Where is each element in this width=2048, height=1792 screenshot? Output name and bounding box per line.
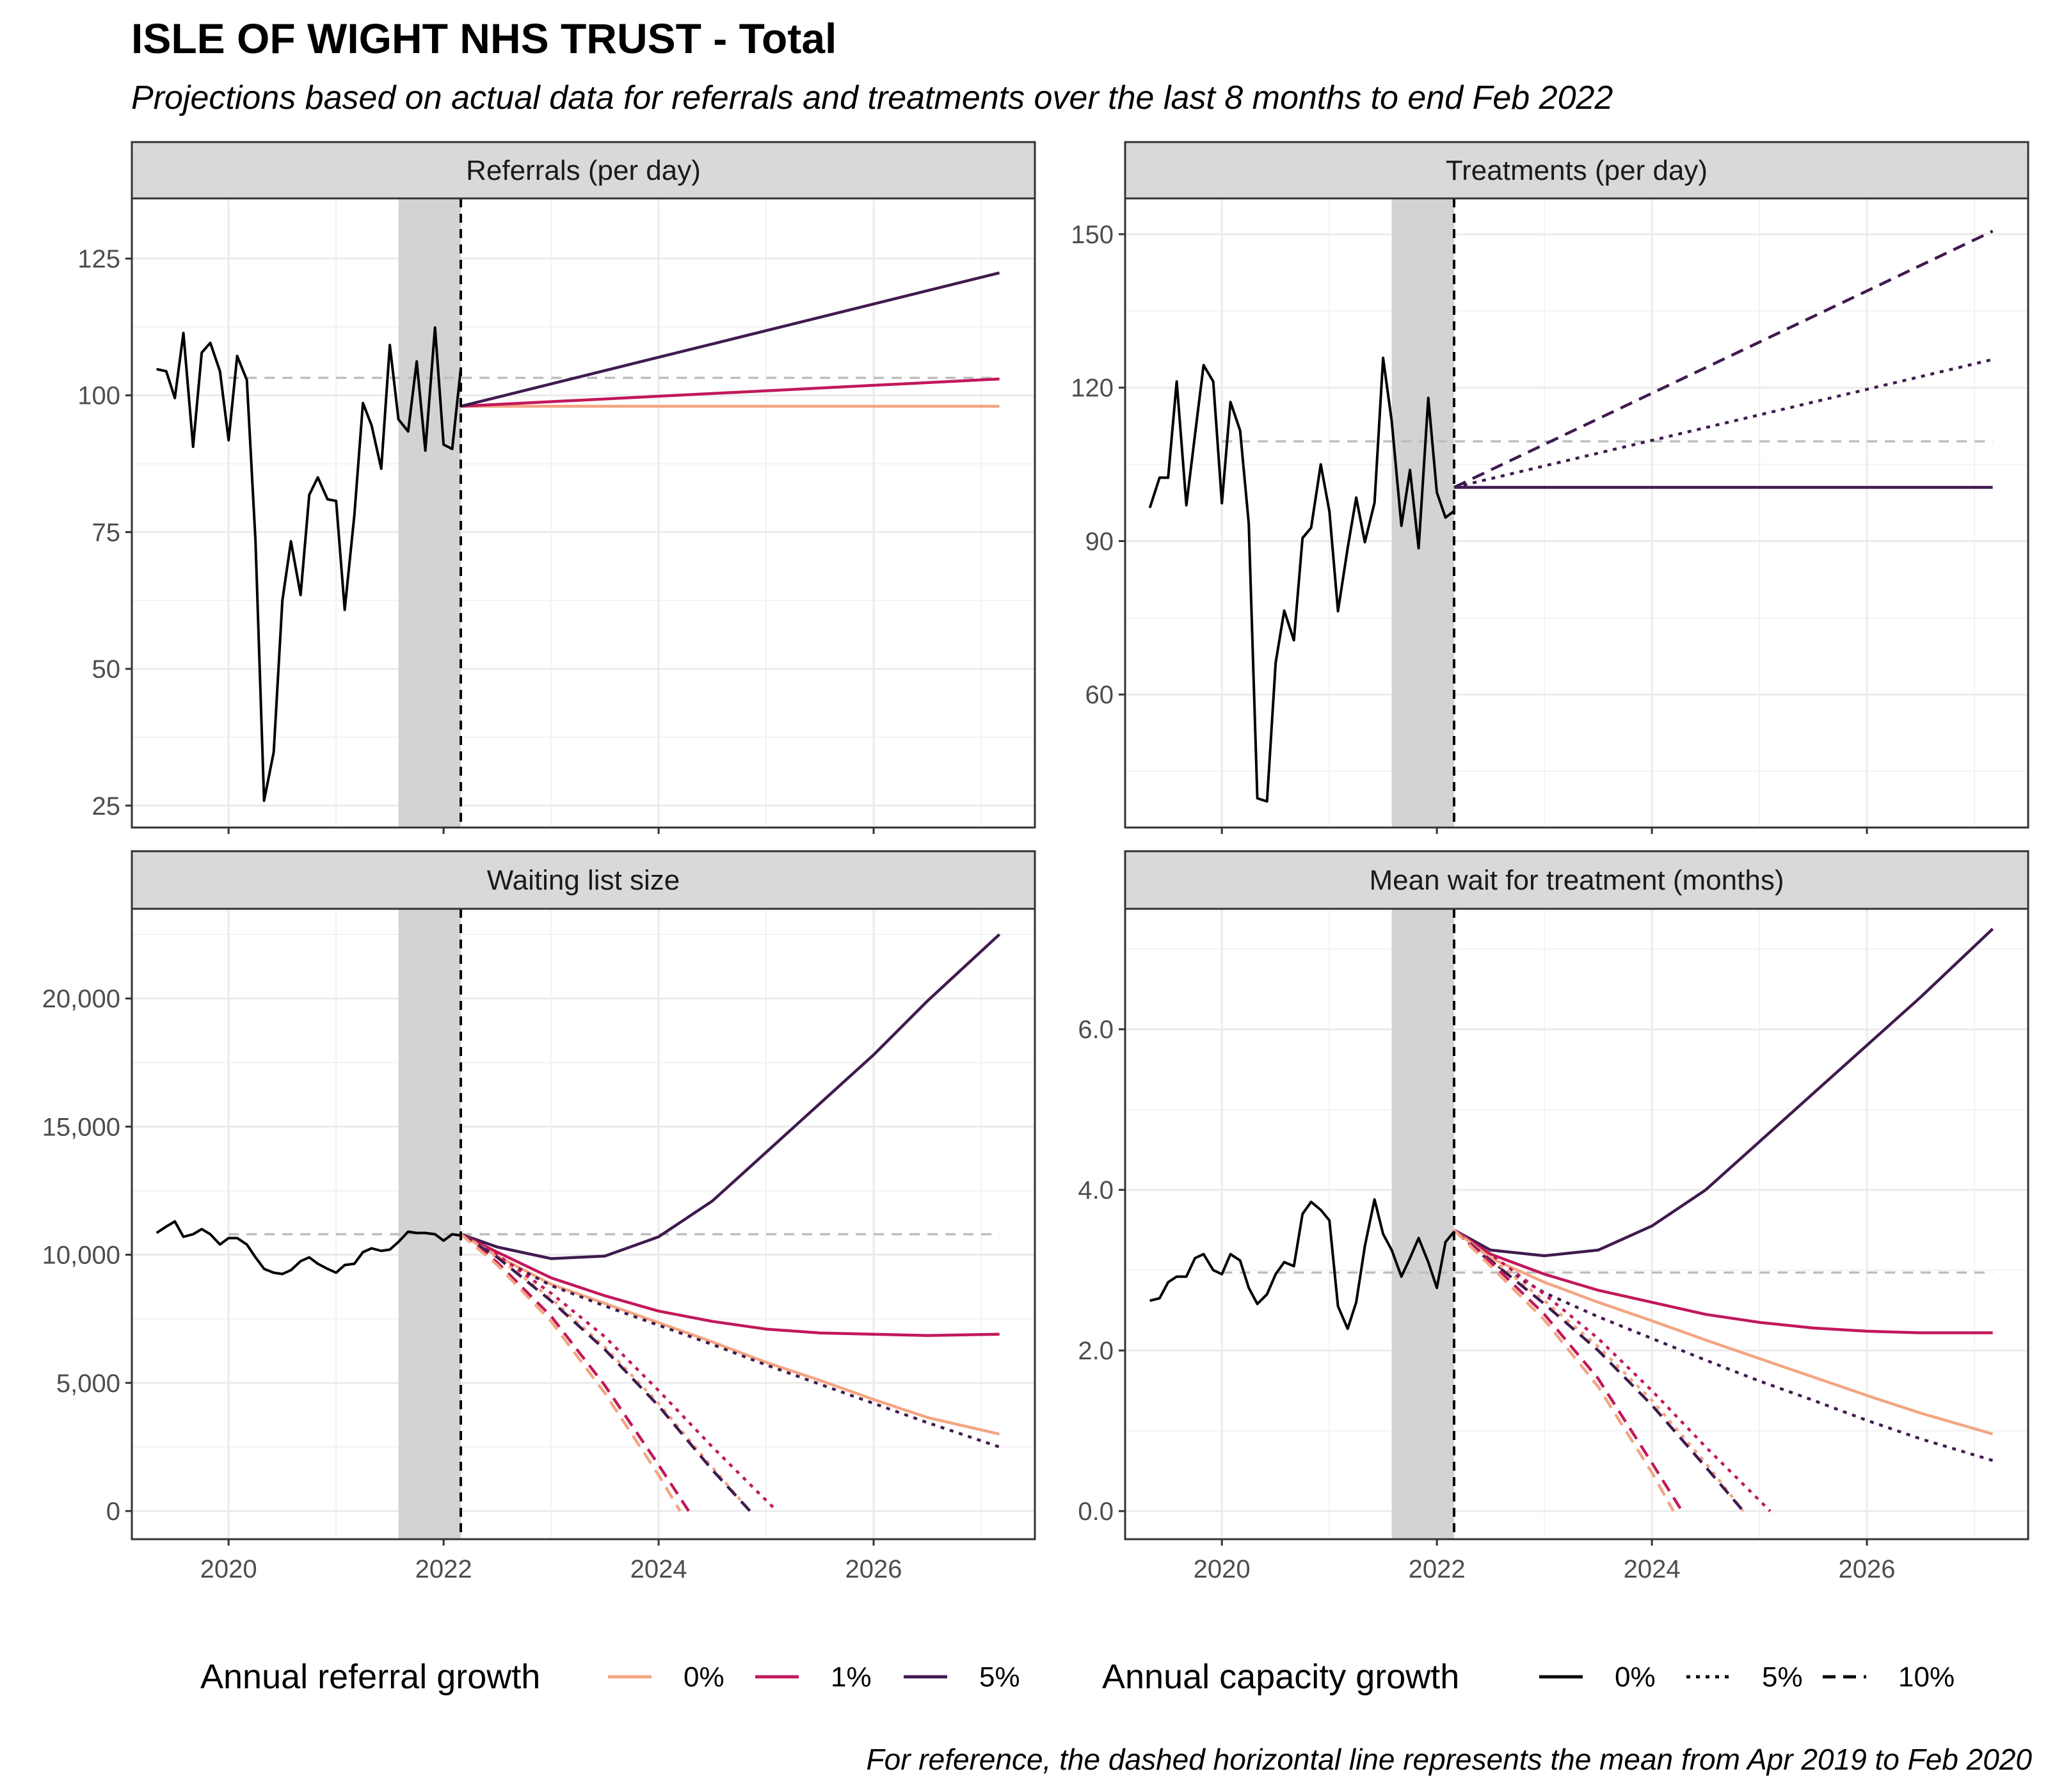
x-tick-label: 2026 (845, 1555, 902, 1583)
projection-line-ref-1pct-cap-0pct (460, 1233, 1000, 1337)
y-tick-label: 100 (77, 382, 120, 410)
projection-line-ref-0pct-cap-0pct (460, 1233, 1000, 1436)
y-tick-label: 20,000 (42, 985, 120, 1013)
plot-background (1125, 909, 2028, 1539)
actual-line (156, 326, 462, 803)
y-tick-label: 2.0 (1078, 1337, 1114, 1365)
projection-line-ref-5pct-cap-0pct (460, 271, 1000, 408)
actual-line (1149, 1198, 1455, 1331)
y-tick-label: 5,000 (56, 1370, 120, 1398)
projection-line-ref-5pct-cap-10pct (460, 1233, 751, 1512)
strip-background (131, 850, 1036, 910)
panels: Referrals (per day) 25 50 75 100 125 Treatment… (42, 141, 2029, 1583)
projection-line-ref-5pct-cap-0pct (1453, 927, 1994, 1258)
x-tick-label: 2022 (415, 1555, 472, 1583)
y-tick-label: 150 (1071, 221, 1114, 249)
y-tick-label: 25 (92, 792, 121, 820)
projection-line-ref-5pct-cap-5pct (1453, 358, 1994, 489)
y-tick-label: 60 (1085, 681, 1114, 709)
panel-strip-label: Mean wait for treatment (months) (1369, 865, 1784, 896)
x-tick-label: 2024 (1624, 1555, 1681, 1583)
legend-title-capacity-growth: Annual capacity growth (1102, 1658, 1459, 1696)
projection-line-ref-5pct-cap-0pct (460, 933, 1001, 1260)
y-tick-label: 75 (92, 518, 121, 547)
x-tick-label: 2020 (1194, 1555, 1251, 1583)
projection-line-ref-0pct-cap-5pct (460, 1233, 751, 1512)
legend: Annual referral growth 0% 1% 5% Annual capac… (200, 1658, 1955, 1696)
legend-label-capacity-5pct: 5% (1762, 1661, 1803, 1693)
chart-caption: For reference, the dashed horizontal lin… (867, 1743, 2033, 1776)
panel-treatments: Treatments (per day) 60 90 120 150 (1071, 141, 2029, 834)
projection-line-ref-1pct-cap-0pct (1453, 1229, 1993, 1334)
panel-referrals: Referrals (per day) 25 50 75 100 125 (77, 141, 1036, 834)
actual-line (1148, 356, 1455, 803)
shaded-period (398, 198, 461, 828)
actual-line (156, 1220, 461, 1276)
y-tick-label: 125 (77, 245, 120, 273)
y-tick-label: 90 (1085, 527, 1114, 556)
y-tick-label: 10,000 (42, 1242, 120, 1270)
projection-line-ref-1pct-cap-5pct (460, 1233, 778, 1512)
legend-label-capacity-10pct: 10% (1898, 1661, 1955, 1693)
panel-strip-label: Referrals (per day) (466, 155, 701, 186)
legend-label-capacity-0pct: 0% (1615, 1661, 1656, 1693)
y-tick-label: 0.0 (1078, 1498, 1114, 1526)
x-tick-label: 2022 (1409, 1555, 1466, 1583)
projection-line-ref-0pct-cap-10pct (460, 1233, 682, 1512)
y-tick-label: 4.0 (1078, 1176, 1114, 1204)
shaded-period (398, 909, 461, 1539)
strip-background (131, 141, 1036, 200)
legend-title-referral-growth: Annual referral growth (200, 1658, 540, 1696)
legend-label-referral-5pct: 5% (979, 1661, 1020, 1693)
panel-waiting-list: Waiting list size 0 5,000 10,000 15,000 20,00… (42, 850, 1036, 1583)
strip-background (1124, 141, 2029, 200)
plot-background (132, 909, 1035, 1539)
panel-strip-label: Waiting list size (487, 865, 680, 896)
y-tick-label: 120 (1071, 374, 1114, 403)
y-tick-label: 6.0 (1078, 1016, 1114, 1044)
projection-line-ref-1pct-cap-10pct (460, 1233, 690, 1512)
plot-background (1125, 198, 2028, 828)
projection-line-ref-1pct-cap-0pct (460, 377, 1000, 408)
projection-line-ref-0pct-cap-10pct (1453, 1229, 1675, 1512)
projection-line-ref-0pct-cap-5pct (1453, 1229, 1745, 1512)
y-tick-label: 50 (92, 655, 121, 684)
chart-subtitle: Projections based on actual data for ref… (131, 79, 1613, 116)
y-tick-label: 0 (106, 1498, 120, 1526)
strip-background (1124, 850, 2029, 910)
shaded-period (1391, 909, 1455, 1539)
legend-label-referral-1pct: 1% (831, 1661, 872, 1693)
panel-strip-label: Treatments (per day) (1446, 155, 1708, 186)
x-tick-label: 2020 (200, 1555, 257, 1583)
x-tick-label: 2026 (1839, 1555, 1896, 1583)
panel-mean-wait: Mean wait for treatment (months) 0.0 2.0 4.… (1078, 850, 2029, 1583)
projection-line-ref-1pct-cap-10pct (1453, 1229, 1684, 1512)
x-tick-label: 2024 (630, 1555, 687, 1583)
legend-label-referral-0pct: 0% (684, 1661, 724, 1693)
projection-line-ref-5pct-cap-10pct (1453, 230, 1994, 489)
chart-title: ISLE OF WIGHT NHS TRUST - Total (131, 15, 836, 62)
y-tick-label: 15,000 (42, 1113, 120, 1141)
projection-line-ref-0pct-cap-0pct (1453, 1229, 1994, 1436)
plot-background (132, 198, 1035, 828)
